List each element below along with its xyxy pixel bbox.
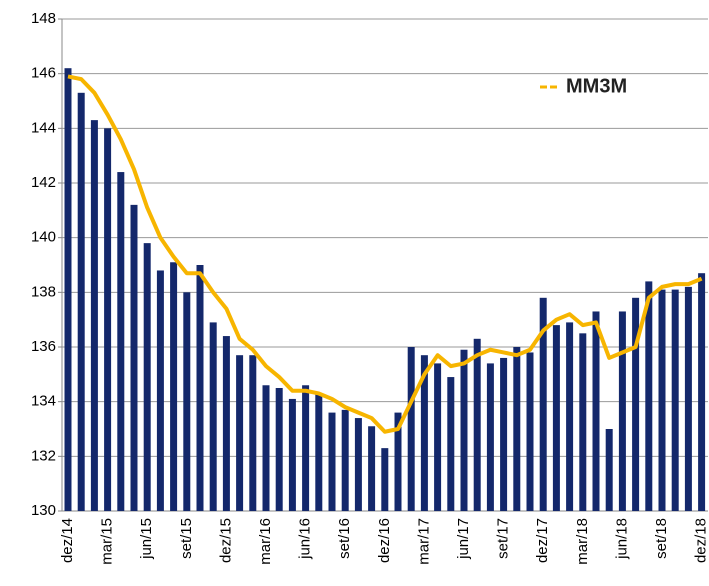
line	[67, 74, 703, 434]
y-tick-label: 144	[31, 119, 56, 136]
bar	[354, 418, 362, 511]
bar	[671, 289, 679, 511]
x-tick-label: jun/18	[613, 518, 630, 560]
bar	[539, 297, 547, 511]
bar	[645, 281, 653, 511]
bar	[473, 338, 481, 511]
x-tick-label: dez/15	[217, 518, 234, 563]
y-tick-label: 130	[31, 502, 56, 519]
legend-label: MM3M	[566, 75, 627, 97]
bar	[236, 355, 244, 511]
bar	[117, 172, 125, 512]
x-tick-label: mar/16	[257, 518, 274, 565]
x-tick-label: jun/16	[297, 518, 314, 560]
x-tick-label: dez/14	[59, 518, 76, 563]
y-tick-label: 148	[31, 10, 56, 27]
bar	[183, 292, 191, 511]
y-tick-label: 134	[31, 393, 56, 410]
bar	[605, 429, 613, 511]
x-tick-label: dez/16	[376, 518, 393, 563]
bar	[77, 92, 85, 512]
bar	[447, 377, 455, 511]
bar	[341, 409, 349, 511]
bar	[552, 325, 560, 511]
bar	[381, 448, 389, 511]
x-tick-label: set/15	[178, 518, 195, 559]
bar	[196, 265, 204, 511]
bar	[486, 363, 494, 511]
bar	[618, 311, 626, 511]
bar	[249, 355, 257, 511]
y-tick-label: 142	[31, 174, 56, 191]
bar	[302, 385, 310, 511]
x-tick-label: mar/18	[574, 518, 591, 565]
x-tick-label: set/18	[653, 518, 670, 559]
bar	[209, 322, 217, 511]
bar	[698, 273, 706, 511]
x-tick-label: dez/18	[693, 518, 709, 563]
y-tick-label: 140	[31, 229, 56, 246]
bar	[170, 262, 178, 511]
y-tick-label: 146	[31, 65, 56, 82]
y-tick-label: 138	[31, 283, 56, 300]
bar	[434, 363, 442, 511]
bar	[222, 336, 230, 511]
x-tick-label: jun/15	[138, 518, 155, 560]
bar	[579, 333, 587, 511]
bar	[64, 68, 72, 511]
bar	[684, 286, 692, 511]
bar	[262, 385, 270, 511]
bar	[566, 322, 574, 511]
bar	[420, 355, 428, 511]
bar	[513, 347, 521, 511]
x-tick-label: mar/15	[99, 518, 116, 565]
bar	[632, 297, 640, 511]
bar	[526, 352, 534, 511]
x-tick-label: set/16	[336, 518, 353, 559]
bar	[368, 426, 376, 511]
bar	[104, 128, 112, 512]
bar	[460, 349, 468, 511]
bar	[328, 412, 336, 511]
bar	[143, 243, 151, 511]
x-tick-label: jun/17	[455, 518, 472, 560]
bar	[288, 398, 296, 511]
bar	[315, 393, 323, 511]
y-tick-label: 132	[31, 447, 56, 464]
x-tick-label: dez/17	[534, 518, 551, 563]
bar	[275, 388, 283, 511]
bar	[394, 412, 402, 511]
bar	[658, 289, 666, 511]
bar	[500, 357, 508, 511]
bar	[90, 120, 98, 511]
bar	[156, 270, 164, 511]
y-tick-label: 136	[31, 338, 56, 355]
bar	[130, 204, 138, 511]
x-tick-label: set/17	[495, 518, 512, 559]
bar	[592, 311, 600, 511]
bar	[407, 347, 415, 511]
x-tick-label: mar/17	[415, 518, 432, 565]
